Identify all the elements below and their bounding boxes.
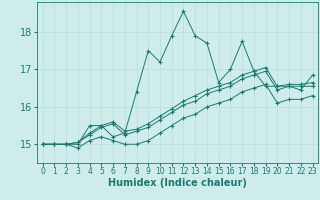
- X-axis label: Humidex (Indice chaleur): Humidex (Indice chaleur): [108, 178, 247, 188]
